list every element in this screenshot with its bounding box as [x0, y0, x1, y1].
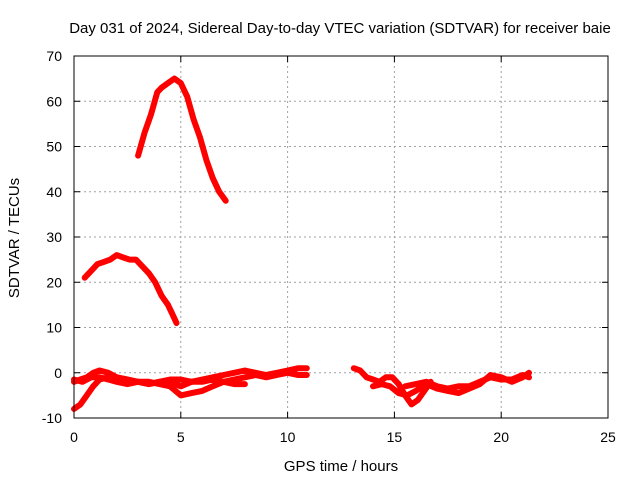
x-axis-title: GPS time / hours	[284, 458, 398, 475]
series-arc-1	[135, 75, 229, 204]
y-tick-label: 30	[46, 229, 62, 245]
x-tick-label: 0	[70, 429, 78, 445]
series-arc-8	[402, 372, 532, 392]
x-tick-label: 15	[387, 429, 403, 445]
series-arc-2	[81, 252, 180, 326]
axis-ticks: 0 5 10 15 20 25 -10 0 10 20 30 40 50 60 70	[42, 48, 616, 445]
grid-lines	[74, 56, 608, 418]
y-tick-label: 0	[54, 365, 62, 381]
series-arc-5	[71, 374, 248, 388]
chart-title: Day 031 of 2024, Sidereal Day-to-day VTE…	[69, 20, 611, 37]
x-tick-label: 10	[280, 429, 296, 445]
x-tick-label: 25	[600, 429, 616, 445]
y-tick-label: 40	[46, 184, 62, 200]
y-tick-label: 10	[46, 320, 62, 336]
x-tick-label: 5	[177, 429, 185, 445]
series-arc-6	[350, 365, 434, 408]
y-tick-label: -10	[42, 410, 62, 426]
y-tick-label: 50	[46, 139, 62, 155]
y-tick-label: 20	[46, 274, 62, 290]
data-series	[71, 75, 532, 412]
y-tick-label: 70	[46, 48, 62, 64]
y-tick-label: 60	[46, 93, 62, 109]
x-tick-label: 20	[493, 429, 509, 445]
y-axis-title: SDTVAR / TECUs	[6, 178, 23, 298]
